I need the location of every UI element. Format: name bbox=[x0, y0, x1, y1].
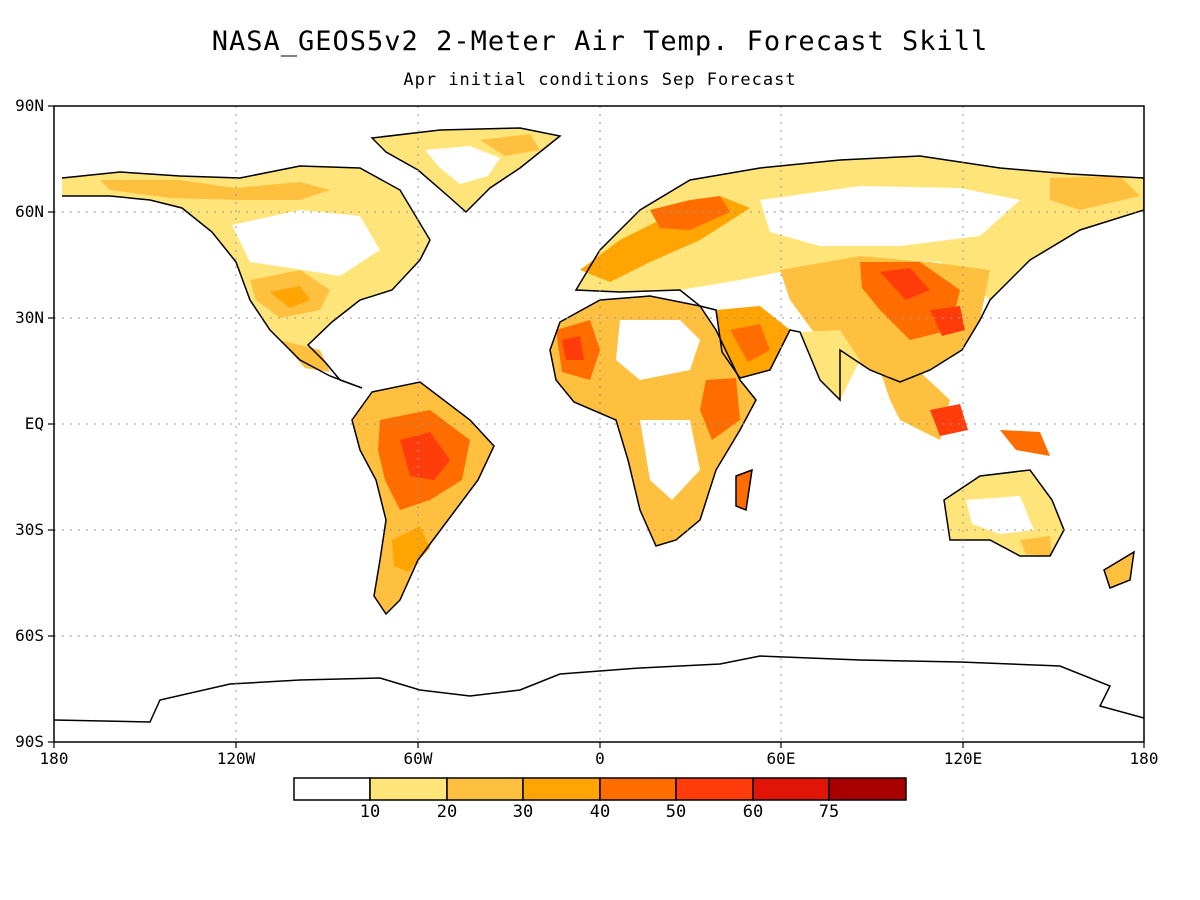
lat-label-30s: 30S bbox=[15, 520, 44, 539]
colorbar-box-4 bbox=[599, 777, 677, 801]
coastline-australia bbox=[943, 469, 1065, 557]
colorbar-label-20: 20 bbox=[436, 802, 458, 822]
lon-label-60w: 60W bbox=[403, 749, 433, 768]
coastline-north-america bbox=[61, 165, 431, 389]
lat-label-60s: 60S bbox=[15, 626, 44, 645]
colorbar-box-1 bbox=[369, 777, 448, 801]
coastline-new-zealand bbox=[1103, 550, 1135, 589]
map-subtitle: Apr initial conditions Sep Forecast bbox=[403, 70, 797, 90]
lon-gridlines bbox=[235, 106, 964, 742]
coastline-eurasia bbox=[574, 155, 1144, 402]
lon-label-120w: 120W bbox=[216, 749, 256, 768]
colorbar-box-0 bbox=[293, 777, 371, 801]
colorbar-box-2 bbox=[446, 777, 524, 801]
skill-field-layer bbox=[62, 128, 1144, 614]
colorbar-label-40: 40 bbox=[589, 802, 611, 822]
lat-label-60n: 60N bbox=[15, 202, 44, 221]
lat-label-30n: 30N bbox=[15, 308, 44, 327]
colorbar-label-50: 50 bbox=[665, 802, 687, 822]
lat-label-90s: 90S bbox=[15, 732, 44, 751]
coastline-south-america bbox=[351, 381, 495, 616]
colorbar-label-30: 30 bbox=[512, 802, 534, 822]
coastline-antarctica bbox=[54, 655, 1144, 723]
colorbar-label-10: 10 bbox=[359, 802, 381, 822]
lon-label-120e: 120E bbox=[943, 749, 983, 768]
colorbar-label-60: 60 bbox=[742, 802, 764, 822]
coastline-madagascar bbox=[735, 468, 753, 512]
colorbar bbox=[293, 777, 907, 801]
map-title: NASA_GEOS5v2 2-Meter Air Temp. Forecast … bbox=[211, 26, 989, 57]
lat-gridlines bbox=[54, 211, 1144, 637]
colorbar-box-6 bbox=[752, 777, 830, 801]
coastline-greenland bbox=[370, 127, 562, 214]
map-ticks bbox=[48, 105, 1145, 748]
colorbar-label-75: 75 bbox=[818, 802, 840, 822]
colorbar-box-5 bbox=[675, 777, 754, 801]
lat-label-eq: EQ bbox=[24, 414, 44, 433]
lon-label-60e: 60E bbox=[766, 749, 796, 768]
lon-label-0: 0 bbox=[595, 749, 605, 768]
colorbar-box-3 bbox=[522, 777, 601, 801]
coastline-africa bbox=[549, 295, 757, 547]
coastlines bbox=[54, 127, 1144, 723]
colorbar-box-7 bbox=[828, 777, 907, 801]
lon-label-180w: 180 bbox=[39, 749, 69, 768]
lon-label-180e: 180 bbox=[1129, 749, 1159, 768]
lat-label-90n: 90N bbox=[15, 96, 44, 115]
